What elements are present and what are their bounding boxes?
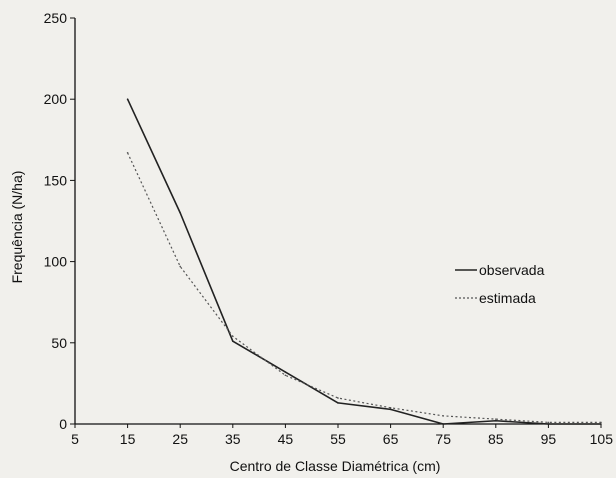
legend-label-estimada: estimada <box>479 290 536 306</box>
x-tick-label: 45 <box>278 431 294 447</box>
y-axis-ticks: 250 200 150 100 50 0 <box>44 10 75 432</box>
data-point-estimada <box>232 335 234 338</box>
plot-area <box>74 18 601 425</box>
series-line-estimada <box>127 152 601 423</box>
x-tick-label: 5 <box>71 431 79 447</box>
y-tick-label: 100 <box>44 254 68 270</box>
data-point-estimada <box>179 265 181 268</box>
data-point-observada <box>495 419 497 422</box>
y-tick-label: 150 <box>44 172 68 188</box>
data-point-estimada <box>547 421 550 424</box>
y-tick-label: 200 <box>44 91 68 107</box>
data-point-observada <box>179 212 181 214</box>
x-tick-label: 25 <box>172 431 188 447</box>
data-point-estimada <box>442 415 445 417</box>
x-axis-title: Centro de Classe Diamétrica (cm) <box>230 458 441 474</box>
legend-label-observada: observada <box>479 262 545 278</box>
data-point-estimada <box>337 397 339 399</box>
y-tick-label: 50 <box>51 335 67 351</box>
series-group <box>126 98 602 425</box>
data-point-estimada <box>495 418 497 420</box>
data-point-observada <box>284 371 287 373</box>
series-line-observada <box>126 98 601 425</box>
legend: observada estimada <box>455 262 545 306</box>
x-tick-label: 35 <box>225 431 241 447</box>
data-point-observada <box>547 423 550 425</box>
data-point-estimada <box>126 151 129 154</box>
x-tick-label: 65 <box>383 431 399 447</box>
data-point-estimada <box>284 374 287 377</box>
data-point-observada <box>442 423 445 425</box>
data-point-observada <box>337 402 339 404</box>
data-point-estimada <box>389 406 392 409</box>
x-tick-label: 15 <box>120 431 136 447</box>
data-point-observada <box>126 98 129 100</box>
x-tick-label: 95 <box>541 431 557 447</box>
x-tick-label: 105 <box>590 431 614 447</box>
data-point-observada <box>600 423 602 425</box>
x-tick-label: 75 <box>435 431 451 447</box>
x-tick-label: 55 <box>330 431 346 447</box>
y-tick-label: 250 <box>44 10 68 26</box>
y-tick-label: 0 <box>59 416 67 432</box>
x-axis-ticks: 5 15 25 35 45 55 65 75 85 95 105 <box>71 424 613 447</box>
x-tick-label: 85 <box>488 431 504 447</box>
y-axis-title: Frequência (N/ha) <box>9 171 25 284</box>
data-point-observada <box>232 340 234 342</box>
data-point-estimada <box>600 421 602 424</box>
data-point-observada <box>389 408 392 411</box>
